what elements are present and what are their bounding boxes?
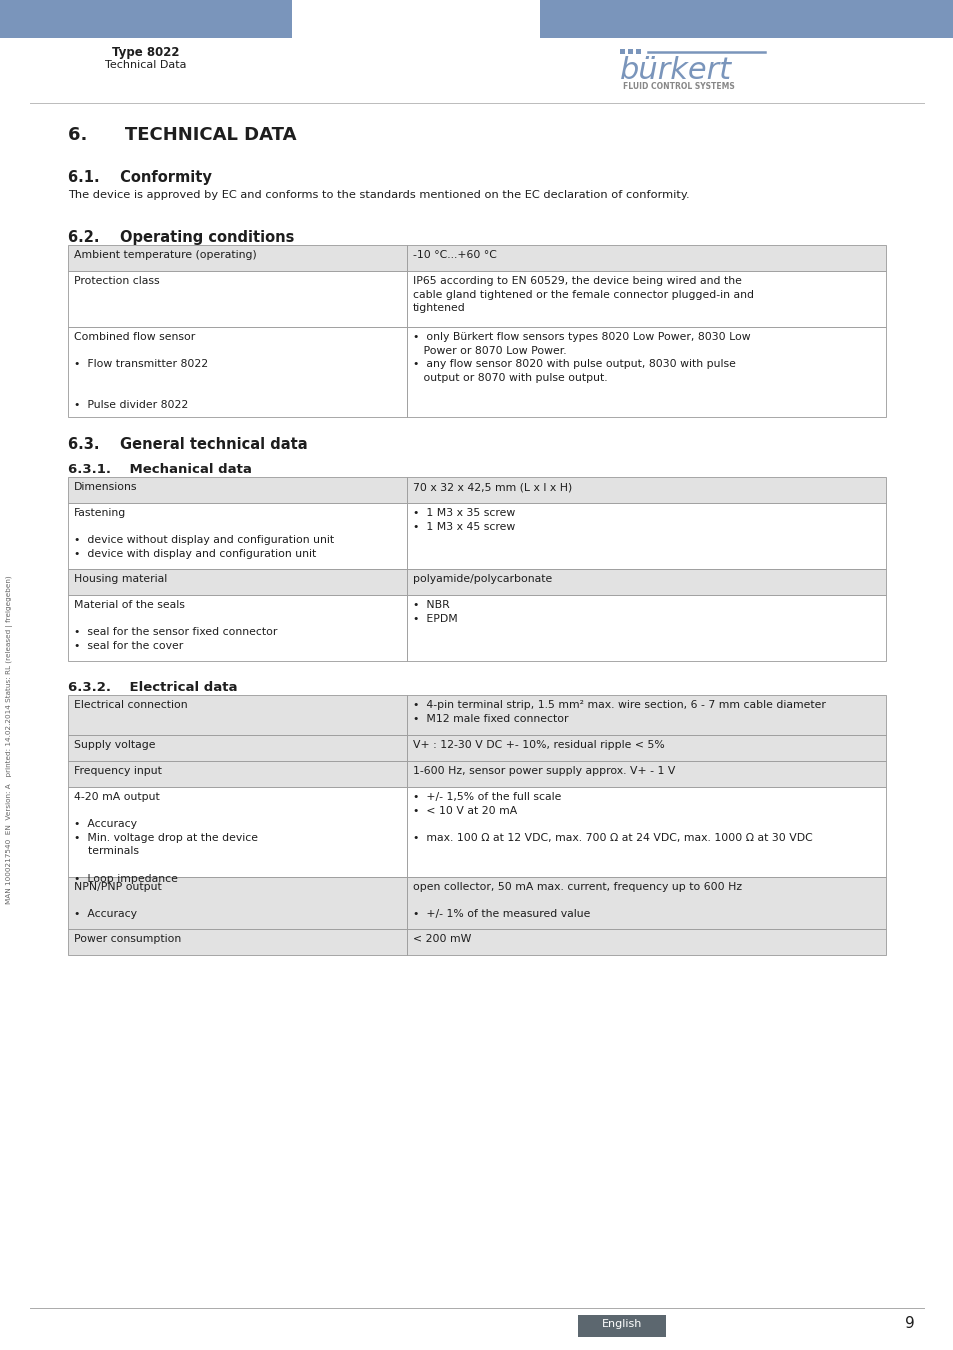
Text: English: English: [601, 1319, 641, 1328]
Bar: [578, 1315, 665, 1336]
Bar: [407, 568, 885, 595]
Bar: [619, 49, 624, 54]
Text: •  only Bürkert flow sensors types 8020 Low Power, 8030 Low
   Power or 8070 Low: • only Bürkert flow sensors types 8020 L…: [413, 332, 750, 383]
Bar: [68, 787, 407, 878]
Bar: [407, 761, 885, 787]
Text: Material of the seals

•  seal for the sensor fixed connector
•  seal for the co: Material of the seals • seal for the sen…: [74, 599, 277, 651]
Bar: [68, 568, 407, 595]
Text: 6.1.    Conformity: 6.1. Conformity: [68, 170, 212, 185]
Bar: [407, 878, 885, 929]
Bar: [68, 271, 407, 327]
Text: •  +/- 1,5% of the full scale
•  < 10 V at 20 mA

•  max. 100 Ω at 12 VDC, max. : • +/- 1,5% of the full scale • < 10 V at…: [413, 792, 812, 842]
Bar: [68, 878, 407, 929]
Text: Ambient temperature (operating): Ambient temperature (operating): [74, 250, 256, 261]
Text: MAN 1000217540  EN  Version: A   printed: 14.02.2014 Status: RL (released | frei: MAN 1000217540 EN Version: A printed: 14…: [7, 575, 13, 905]
Text: V+ : 12-30 V DC +- 10%, residual ripple < 5%: V+ : 12-30 V DC +- 10%, residual ripple …: [413, 740, 664, 751]
Bar: [407, 734, 885, 761]
Text: open collector, 50 mA max. current, frequency up to 600 Hz

•  +/- 1% of the mea: open collector, 50 mA max. current, freq…: [413, 882, 741, 919]
Bar: [407, 504, 885, 568]
Bar: [539, 0, 953, 38]
Text: 6.3.    General technical data: 6.3. General technical data: [68, 437, 307, 452]
Text: 70 x 32 x 42,5 mm (L x l x H): 70 x 32 x 42,5 mm (L x l x H): [413, 482, 572, 491]
Text: Electrical connection: Electrical connection: [74, 701, 188, 710]
Text: polyamide/polycarbonate: polyamide/polycarbonate: [413, 574, 552, 585]
Text: Fastening

•  device without display and configuration unit
•  device with displ: Fastening • device without display and c…: [74, 508, 334, 559]
Text: 4-20 mA output

•  Accuracy
•  Min. voltage drop at the device
    terminals

• : 4-20 mA output • Accuracy • Min. voltage…: [74, 792, 257, 884]
Text: FLUID CONTROL SYSTEMS: FLUID CONTROL SYSTEMS: [622, 82, 734, 90]
Bar: [407, 244, 885, 271]
Bar: [68, 929, 407, 954]
Bar: [407, 695, 885, 734]
Bar: [68, 695, 407, 734]
Bar: [68, 327, 407, 417]
Text: 1-600 Hz, sensor power supply approx. V+ - 1 V: 1-600 Hz, sensor power supply approx. V+…: [413, 765, 675, 776]
Text: NPN/PNP output

•  Accuracy: NPN/PNP output • Accuracy: [74, 882, 162, 919]
Bar: [407, 477, 885, 504]
Text: Technical Data: Technical Data: [105, 59, 187, 70]
Bar: [68, 504, 407, 568]
Text: 9: 9: [904, 1316, 914, 1331]
Text: The device is approved by EC and conforms to the standards mentioned on the EC d: The device is approved by EC and conform…: [68, 190, 689, 200]
Text: 6.      TECHNICAL DATA: 6. TECHNICAL DATA: [68, 126, 296, 144]
Bar: [68, 477, 407, 504]
Bar: [407, 929, 885, 954]
Bar: [68, 244, 407, 271]
Text: bürkert: bürkert: [619, 55, 731, 85]
Text: Power consumption: Power consumption: [74, 934, 181, 944]
Text: •  NBR
•  EPDM: • NBR • EPDM: [413, 599, 457, 624]
Text: •  4-pin terminal strip, 1.5 mm² max. wire section, 6 - 7 mm cable diameter
•  M: • 4-pin terminal strip, 1.5 mm² max. wir…: [413, 701, 825, 724]
Text: •  1 M3 x 35 screw
•  1 M3 x 45 screw: • 1 M3 x 35 screw • 1 M3 x 45 screw: [413, 508, 515, 532]
Bar: [407, 271, 885, 327]
Text: Housing material: Housing material: [74, 574, 167, 585]
Text: Combined flow sensor

•  Flow transmitter 8022


•  Pulse divider 8022: Combined flow sensor • Flow transmitter …: [74, 332, 208, 410]
Bar: [627, 49, 633, 54]
Bar: [407, 327, 885, 417]
Text: 6.3.2.    Electrical data: 6.3.2. Electrical data: [68, 680, 237, 694]
Text: Dimensions: Dimensions: [74, 482, 137, 491]
Text: Supply voltage: Supply voltage: [74, 740, 155, 751]
Text: IP65 according to EN 60529, the device being wired and the
cable gland tightened: IP65 according to EN 60529, the device b…: [413, 275, 753, 313]
Text: -10 °C...+60 °C: -10 °C...+60 °C: [413, 250, 497, 261]
Text: Protection class: Protection class: [74, 275, 159, 286]
Text: 6.3.1.    Mechanical data: 6.3.1. Mechanical data: [68, 463, 252, 477]
Bar: [0, 0, 292, 38]
Text: Type 8022: Type 8022: [112, 46, 179, 59]
Bar: [407, 787, 885, 878]
Bar: [68, 761, 407, 787]
Text: Frequency input: Frequency input: [74, 765, 162, 776]
Bar: [636, 49, 640, 54]
Text: < 200 mW: < 200 mW: [413, 934, 471, 944]
Text: 6.2.    Operating conditions: 6.2. Operating conditions: [68, 230, 294, 244]
Bar: [68, 734, 407, 761]
Bar: [68, 595, 407, 662]
Bar: [407, 595, 885, 662]
